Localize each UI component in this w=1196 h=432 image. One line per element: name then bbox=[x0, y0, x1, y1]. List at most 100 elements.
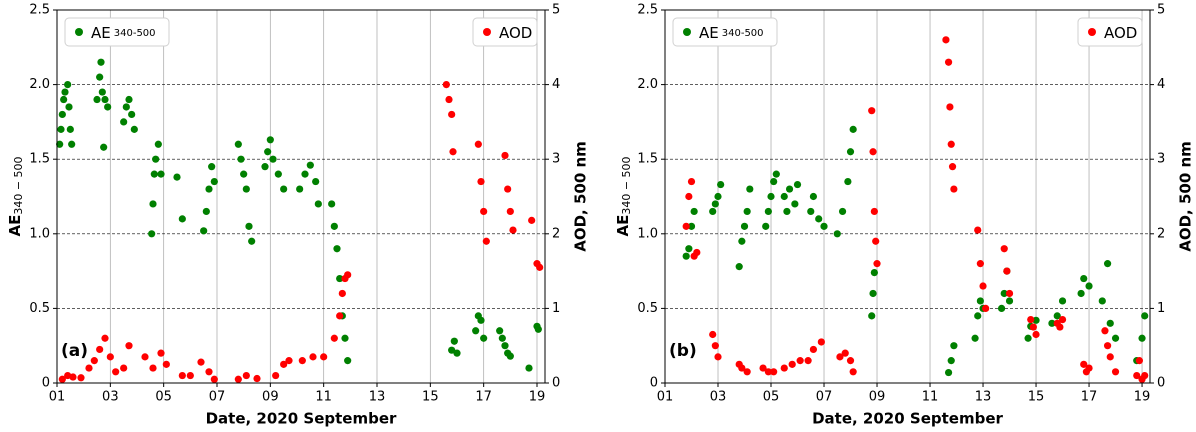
data-point bbox=[525, 364, 533, 372]
data-point bbox=[1027, 315, 1035, 324]
y2-axis-label: AOD, 500 nm bbox=[1177, 141, 1195, 252]
data-point bbox=[162, 360, 170, 368]
data-point bbox=[950, 342, 958, 350]
data-point bbox=[690, 207, 698, 216]
data-point bbox=[57, 125, 65, 133]
data-point bbox=[150, 170, 158, 178]
data-point bbox=[870, 207, 878, 216]
y-axis-label-subscript: 340 − 500 bbox=[12, 156, 25, 214]
data-point bbox=[682, 252, 690, 260]
data-point bbox=[453, 349, 461, 357]
y2-tick-label: 1 bbox=[552, 301, 560, 316]
data-point bbox=[178, 215, 186, 223]
data-point bbox=[344, 271, 352, 279]
data-point bbox=[336, 312, 344, 320]
x-tick-label: 11 bbox=[315, 390, 332, 405]
data-point bbox=[1005, 297, 1014, 305]
y-tick-label: 0.5 bbox=[637, 301, 658, 316]
data-point bbox=[128, 110, 136, 119]
data-point bbox=[772, 170, 780, 178]
data-point bbox=[336, 274, 344, 283]
data-point bbox=[950, 185, 958, 193]
data-point bbox=[868, 107, 876, 115]
data-point bbox=[274, 170, 282, 178]
data-point bbox=[264, 148, 272, 156]
y-axis-label: AE340 − 500 bbox=[614, 156, 634, 236]
data-point bbox=[266, 136, 274, 144]
data-point bbox=[104, 103, 112, 111]
data-point bbox=[106, 353, 114, 361]
data-point bbox=[197, 358, 205, 366]
y-tick-label: 1.5 bbox=[29, 152, 50, 167]
data-point bbox=[976, 260, 984, 268]
data-point bbox=[93, 95, 101, 104]
data-point bbox=[979, 282, 987, 290]
data-point bbox=[58, 110, 66, 119]
data-point bbox=[90, 357, 98, 365]
data-point bbox=[280, 185, 288, 193]
data-point bbox=[817, 338, 825, 346]
legend-subscript: 340-500 bbox=[722, 28, 764, 39]
data-point bbox=[873, 260, 881, 268]
data-point bbox=[1005, 289, 1014, 298]
data-point bbox=[298, 357, 306, 365]
legend-marker bbox=[483, 28, 491, 36]
y-tick-label: 0 bbox=[650, 376, 658, 391]
data-point bbox=[820, 222, 828, 230]
data-point bbox=[449, 148, 457, 156]
data-point bbox=[944, 368, 953, 377]
legend-label: AE 340-500 bbox=[699, 24, 764, 42]
data-point bbox=[448, 346, 456, 354]
plot-frame bbox=[56, 9, 546, 384]
data-point bbox=[477, 177, 485, 186]
data-point bbox=[120, 364, 128, 372]
data-point bbox=[477, 316, 485, 324]
data-point bbox=[66, 125, 74, 133]
data-point bbox=[240, 170, 248, 178]
data-point bbox=[714, 192, 722, 201]
data-point bbox=[157, 349, 165, 357]
data-point bbox=[178, 371, 186, 380]
data-point bbox=[536, 263, 544, 271]
data-point bbox=[1053, 312, 1061, 320]
data-point bbox=[261, 163, 269, 171]
data-point bbox=[770, 177, 778, 186]
data-point bbox=[1056, 323, 1064, 331]
data-point bbox=[504, 185, 512, 193]
data-point bbox=[101, 95, 109, 104]
y-tick-label: 1.5 bbox=[637, 152, 658, 167]
data-point bbox=[1106, 353, 1114, 361]
data-point bbox=[314, 200, 322, 208]
data-point bbox=[1135, 357, 1143, 365]
data-point bbox=[833, 230, 841, 238]
data-point bbox=[149, 364, 157, 372]
data-point bbox=[796, 357, 804, 365]
data-point bbox=[1048, 319, 1056, 327]
data-point bbox=[947, 140, 955, 148]
data-point bbox=[205, 368, 213, 376]
y2-tick-label: 3 bbox=[1157, 152, 1165, 167]
y-axis-label-subscript: 340 − 500 bbox=[620, 156, 633, 214]
data-point bbox=[849, 125, 857, 133]
x-tick-label: 17 bbox=[1081, 390, 1098, 405]
legend-box bbox=[1077, 17, 1143, 47]
data-point bbox=[682, 222, 690, 230]
data-point bbox=[1024, 334, 1032, 342]
data-point bbox=[944, 58, 953, 66]
data-point bbox=[56, 140, 64, 148]
data-point bbox=[186, 371, 194, 380]
y2-tick-label: 4 bbox=[552, 77, 560, 92]
data-point bbox=[844, 177, 852, 186]
panel-label: (a) bbox=[61, 341, 88, 361]
data-point bbox=[743, 207, 751, 216]
y-tick-label: 0.5 bbox=[29, 301, 50, 316]
data-point bbox=[783, 207, 791, 216]
y2-tick-label: 5 bbox=[1157, 3, 1165, 18]
data-point bbox=[838, 207, 847, 216]
data-point bbox=[61, 88, 69, 96]
data-point bbox=[735, 263, 743, 271]
y-tick-label: 1.0 bbox=[29, 226, 50, 241]
data-point bbox=[154, 140, 162, 148]
y2-tick-label: 2 bbox=[1157, 226, 1165, 241]
